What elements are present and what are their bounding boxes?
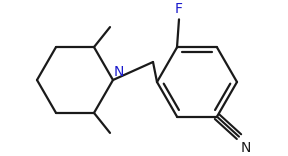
Text: N: N: [241, 141, 251, 155]
Text: F: F: [175, 2, 183, 16]
Text: N: N: [114, 65, 124, 79]
